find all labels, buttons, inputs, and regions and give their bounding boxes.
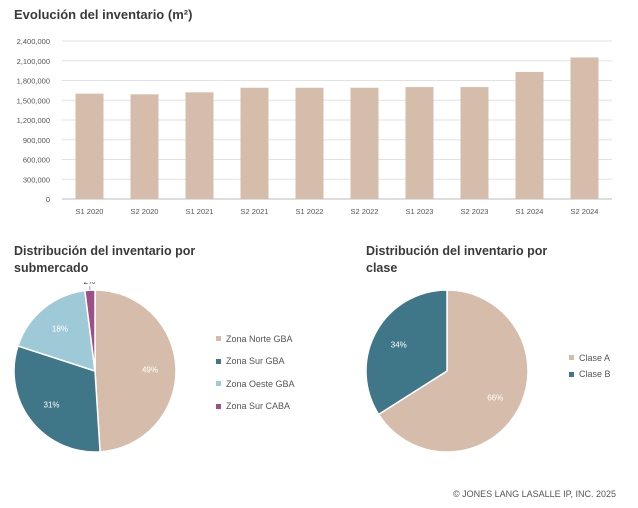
legend-label: Clase B: [579, 369, 611, 379]
pie-class-legend: Clase A Clase B: [569, 350, 611, 383]
bar-chart: 0 300,000 600,000 900,000 1,200,000 1,500,000…: [17, 37, 612, 216]
legend-item: Zona Oeste GBA: [216, 376, 295, 391]
x-tick-label: S1 2021: [186, 207, 214, 216]
x-tick-label: S2 2021: [241, 207, 269, 216]
legend-label: Zona Oeste GBA: [226, 378, 295, 389]
x-tick-label: S2 2022: [351, 207, 379, 216]
pie-submarket-chart: 49% 31% 18% 2%: [13, 282, 177, 453]
x-tick-label: S1 2024: [516, 207, 544, 216]
y-tick-label: 300,000: [23, 175, 50, 184]
y-tick-label: 2,100,000: [17, 57, 50, 66]
pie-value-label: 66%: [487, 393, 503, 402]
legend-swatch: [216, 336, 221, 341]
x-tick-label: S2 2023: [461, 207, 489, 216]
pie-value-label: 31%: [44, 401, 60, 410]
x-tick-label: S1 2023: [406, 207, 434, 216]
legend-item: Zona Sur CABA: [216, 399, 295, 414]
legend-label: Zona Norte GBA: [226, 333, 293, 344]
bar: [240, 87, 269, 199]
pie-value-label: 49%: [142, 365, 158, 374]
pie-value-label: 18%: [52, 325, 68, 334]
bar: [405, 87, 434, 199]
legend-swatch: [216, 381, 221, 386]
pie-slice: [13, 345, 101, 453]
legend-swatch: [569, 355, 574, 360]
x-tick-label: S1 2022: [296, 207, 324, 216]
pie-class-chart: 66% 34%: [365, 289, 529, 453]
legend-item: Clase B: [569, 367, 611, 382]
legend-label: Clase A: [579, 352, 611, 363]
bar-chart-title: Evolución del inventario (m²): [14, 7, 193, 22]
legend-item: Zona Sur GBA: [216, 354, 295, 369]
x-tick-label: S2 2020: [131, 207, 159, 216]
copyright-notice: © JONES LANG LASALLE IP, INC. 2025: [452, 489, 616, 499]
pie-value-label: 34%: [391, 341, 407, 350]
pie-submarket-title: Distribución del inventario por submerca…: [14, 244, 196, 275]
pie-slice: [17, 289, 96, 373]
legend-swatch: [216, 358, 221, 364]
pie-slice: [365, 289, 448, 416]
bar: [185, 92, 214, 199]
y-tick-label: 1,500,000: [17, 96, 50, 105]
bar: [295, 87, 324, 199]
legend-swatch: [216, 403, 221, 409]
bar: [460, 87, 489, 199]
pie-submarket-legend: Zona Norte GBA Zona Sur GBA Zona Oeste GBA…: [216, 331, 295, 421]
y-tick-label: 0: [46, 195, 50, 204]
x-tick-label: S2 2024: [571, 207, 599, 216]
y-tick-label: 600,000: [23, 156, 50, 165]
legend-label: Zona Sur CABA: [226, 401, 291, 411]
legend-item: Clase A: [569, 350, 611, 365]
pie-slice: [377, 289, 529, 453]
bar: [350, 87, 379, 199]
bar: [570, 57, 599, 200]
bar: [75, 93, 104, 199]
y-tick-label: 2,400,000: [17, 37, 50, 46]
x-tick-label: S1 2020: [76, 207, 104, 216]
y-tick-label: 900,000: [23, 136, 50, 145]
y-tick-label: 1,800,000: [17, 77, 50, 86]
legend-label: Zona Sur GBA: [226, 356, 285, 366]
y-tick-label: 1,200,000: [17, 116, 50, 125]
pie-value-label: 2%: [84, 282, 96, 286]
bar: [130, 94, 159, 199]
legend-swatch: [569, 371, 574, 377]
pie-class-title: Distribución del inventario por clase: [366, 244, 548, 275]
legend-item: Zona Norte GBA: [216, 331, 295, 346]
bar: [515, 71, 544, 199]
pie-slice: [94, 289, 177, 453]
